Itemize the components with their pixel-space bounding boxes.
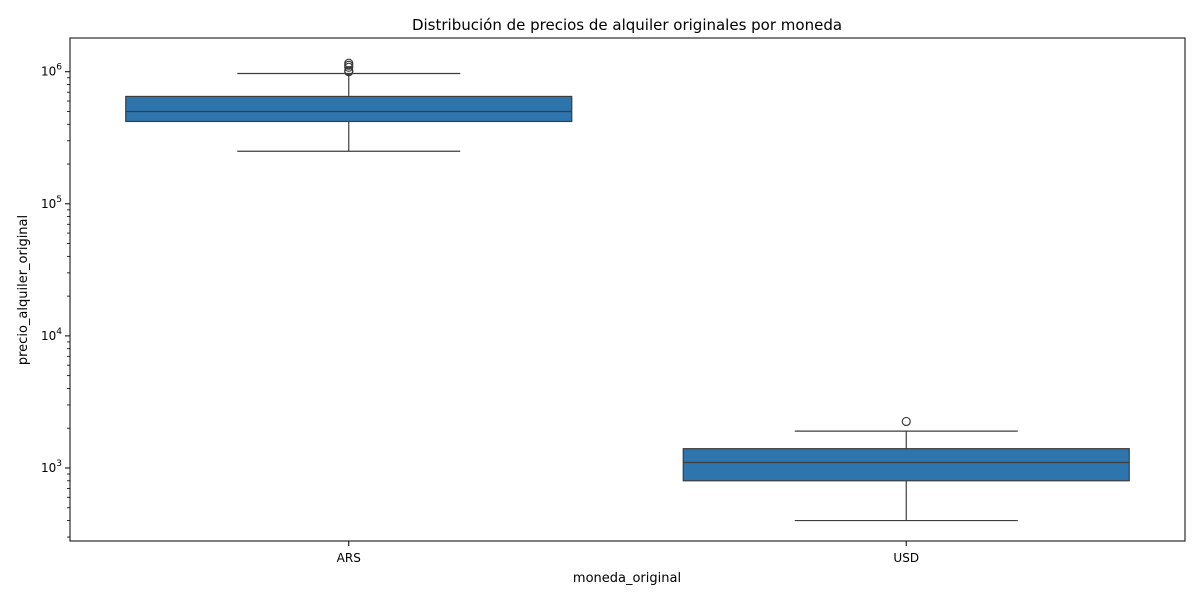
iqr-box bbox=[125, 95, 573, 123]
outlier-point bbox=[901, 416, 911, 427]
boxes-group bbox=[125, 58, 1130, 522]
y-axis-label: precio_alquiler_original bbox=[16, 215, 31, 365]
iqr-box bbox=[682, 448, 1130, 482]
y-tick-label: 103 bbox=[41, 459, 62, 475]
x-axis: ARS USD bbox=[337, 541, 919, 565]
outlier-point bbox=[344, 58, 354, 68]
plot-frame bbox=[69, 37, 1186, 542]
y-tick-label: 105 bbox=[41, 195, 62, 211]
box-usd bbox=[682, 416, 1130, 522]
y-axis: 103 104 105 106 bbox=[41, 63, 70, 538]
box-ars bbox=[125, 58, 573, 152]
chart-title: Distribución de precios de alquiler orig… bbox=[412, 16, 842, 34]
x-tick-label-ars: ARS bbox=[337, 551, 361, 565]
outlier-point bbox=[344, 65, 354, 76]
x-tick-label-usd: USD bbox=[893, 551, 919, 565]
y-tick-label: 106 bbox=[41, 63, 62, 79]
x-axis-label: moneda_original bbox=[573, 571, 681, 586]
y-tick-label: 104 bbox=[41, 327, 62, 343]
